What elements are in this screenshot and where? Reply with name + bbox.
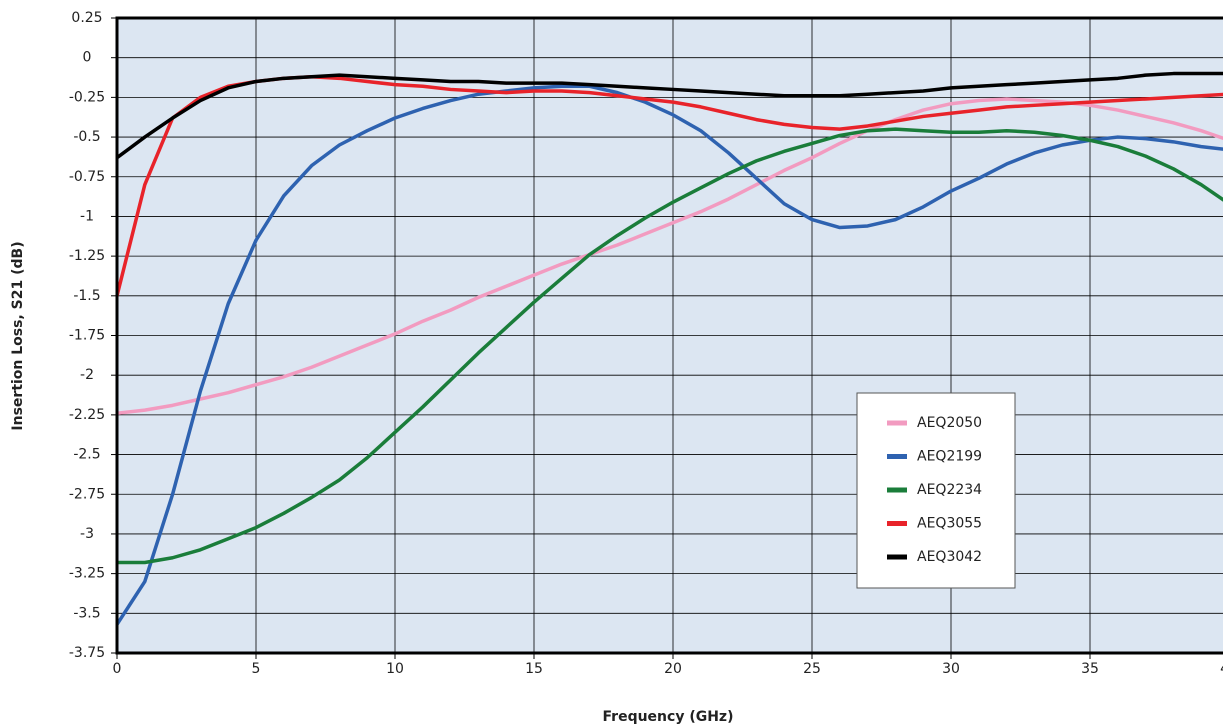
y-axis-title: Insertion Loss, S21 (dB) [10,241,26,430]
x-tick-label: 15 [525,661,543,677]
x-tick-label: 0 [113,661,122,677]
y-tick-label: -2 [80,367,94,383]
legend-label: AEQ2199 [917,449,982,465]
legend-label: AEQ2234 [917,482,982,498]
plot-frame [115,16,1223,655]
y-tick-label: 0 [83,50,92,66]
x-tick-label: 5 [252,661,261,677]
y-tick-label: -3.75 [69,645,105,661]
x-tick-label: 25 [803,661,821,677]
y-tick-label: -1 [80,208,94,224]
y-tick-label: -2.5 [73,447,100,463]
y-tick-label: -1.25 [69,248,105,264]
series-line [117,71,1223,160]
series-line [117,97,1223,416]
x-tick-label: 40 [1220,661,1223,677]
y-tick-label: -0.75 [69,169,105,185]
x-tick-label: 20 [664,661,682,677]
y-tick-label: -2.75 [69,486,105,502]
series-line [117,127,1223,565]
legend-box [856,392,1016,589]
y-tick-label: -1.75 [69,328,105,344]
y-tick-label: -3 [80,526,94,542]
x-tick-label: 10 [386,661,404,677]
legend-label: AEQ3042 [917,549,982,565]
y-tick-label: -0.25 [69,89,105,105]
series-line [117,84,1223,626]
legend-label: AEQ3055 [917,516,982,532]
x-tick-label: 35 [1081,661,1099,677]
y-tick-label: -1.5 [73,288,100,304]
y-tick-label: -3.5 [73,605,100,621]
y-tick-label: -0.5 [73,129,100,145]
y-tick-label: 0.25 [71,10,102,26]
x-axis-title: Frequency (GHz) [603,709,734,725]
legend-label: AEQ2050 [917,415,982,431]
y-tick-label: -3.25 [69,566,105,582]
y-tick-label: -2.25 [69,407,105,423]
x-tick-label: 30 [942,661,960,677]
